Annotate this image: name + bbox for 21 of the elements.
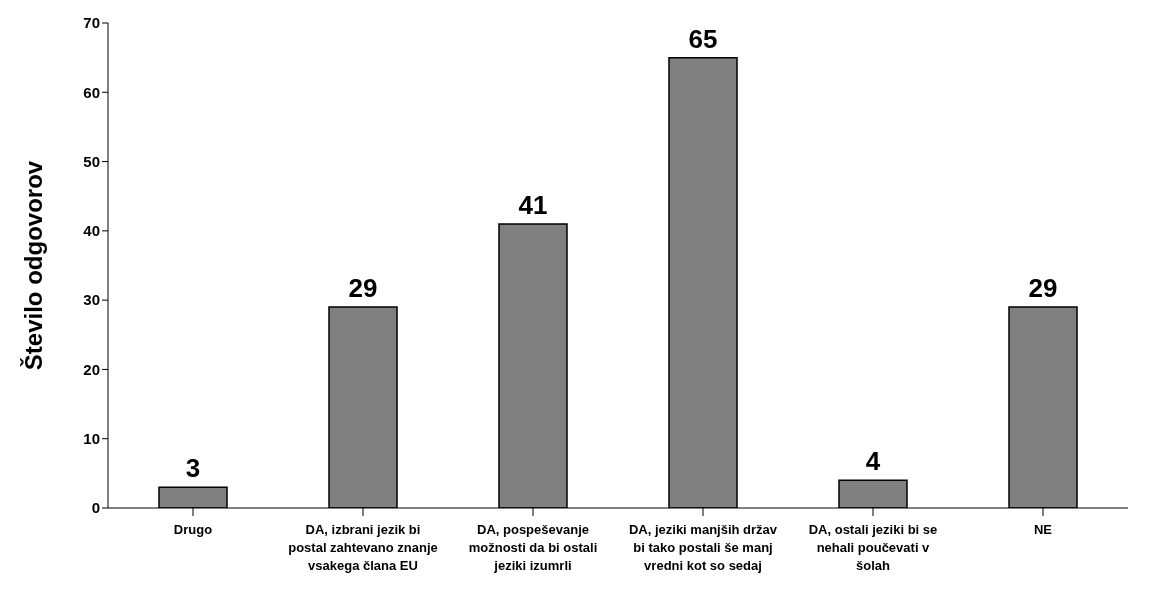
- data-label: 29: [348, 273, 378, 304]
- y-tick-label: 70: [83, 14, 100, 32]
- x-tick-label: Drugo: [173, 522, 213, 537]
- x-tick-label: DA, pospeševanje možnosti da bi ostali jeziki izumrli: [468, 522, 598, 573]
- y-axis-title: Število odgovorov: [19, 160, 47, 371]
- y-tick-label: 40: [83, 222, 100, 240]
- x-tick-label: DA, jeziki manjših držav bi tako postali še manj vredni kot so sedaj: [628, 522, 778, 573]
- y-tick-label: 10: [83, 430, 100, 448]
- data-label: 41: [518, 189, 548, 220]
- y-tick-label: 30: [83, 291, 100, 309]
- data-label: 29: [1028, 273, 1058, 304]
- data-label: 65: [688, 23, 718, 54]
- x-tick-label: DA, ostali jeziki bi se nehali poučevati v šolah: [808, 522, 938, 573]
- data-label: 3: [185, 453, 201, 484]
- x-tick-label: NE: [1033, 522, 1053, 537]
- y-tick-label: 50: [83, 152, 100, 170]
- x-tick-label: DA, izbrani jezik bi postal zahtevano znanje vsakega člana EU: [288, 522, 438, 573]
- y-tick-label: 60: [83, 83, 100, 101]
- y-tick-label: 0: [91, 499, 100, 517]
- y-tick-label: 20: [83, 360, 100, 378]
- data-label: 4: [865, 446, 881, 477]
